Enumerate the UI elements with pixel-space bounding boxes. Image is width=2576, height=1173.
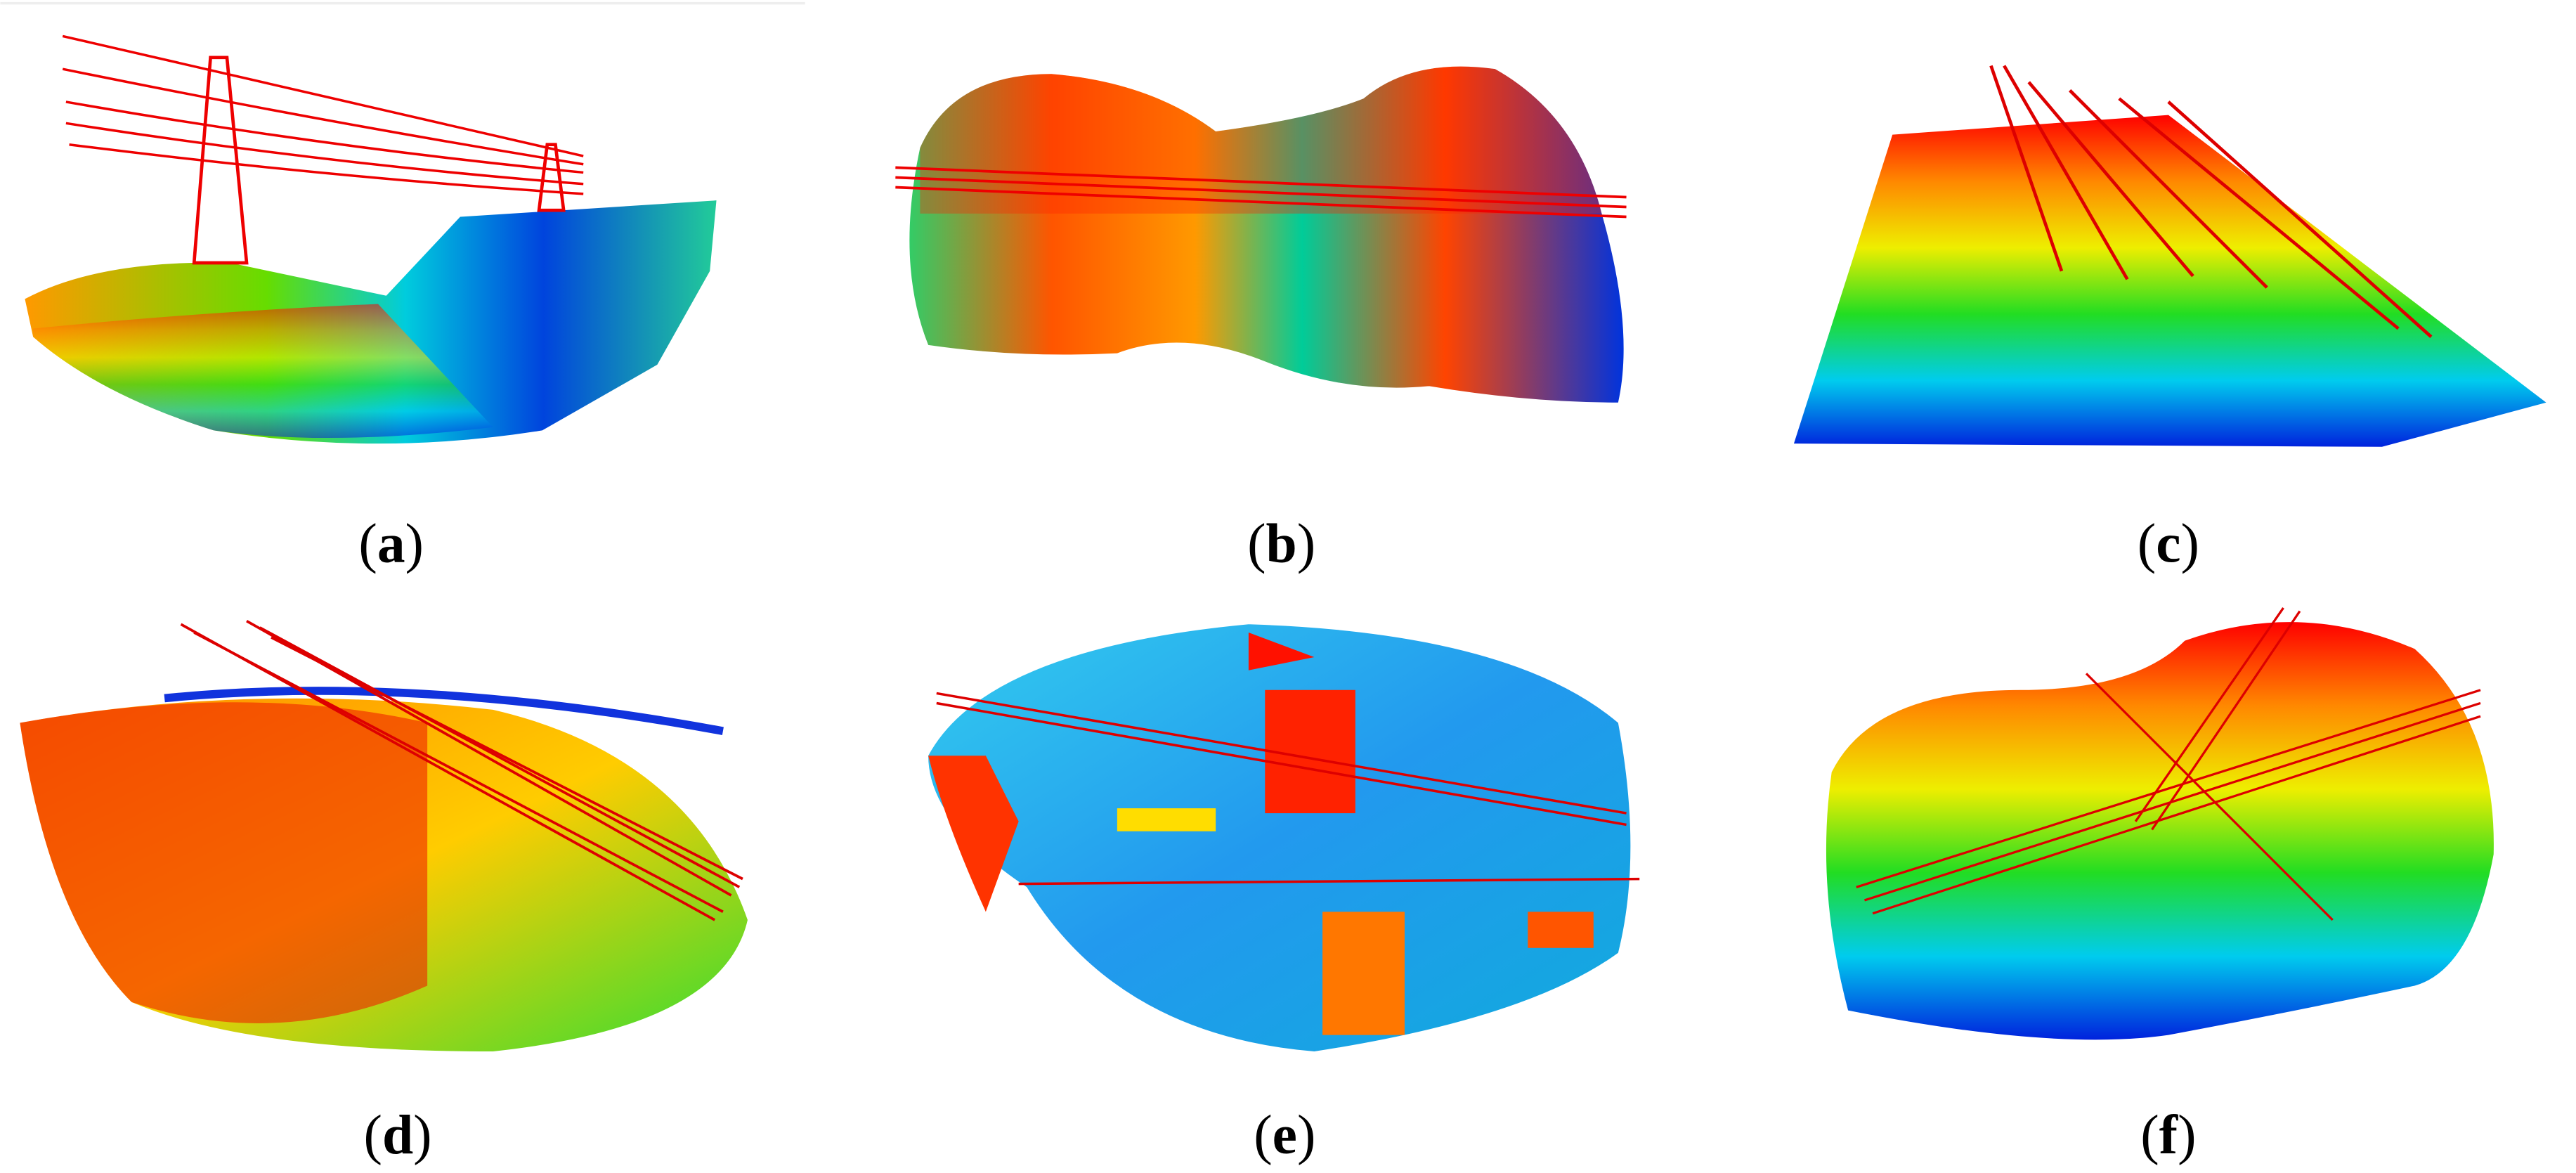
label-part: ) [2178, 1104, 2196, 1166]
label-part: ) [2181, 512, 2199, 574]
label-part: ( [1247, 512, 1266, 574]
point-cloud-shade [33, 304, 493, 439]
point-cloud [928, 624, 1631, 1052]
panel-d [20, 619, 748, 1052]
trees [20, 702, 428, 1023]
building [1322, 912, 1405, 1035]
label-part: e [1273, 1104, 1297, 1166]
panel-f [1826, 607, 2494, 1040]
panel-c [1793, 65, 2546, 447]
panel-label: (f) [2140, 1104, 2196, 1166]
panel-a [25, 34, 717, 444]
tower [537, 143, 566, 212]
panel-e [928, 624, 1640, 1052]
panel-label: (e) [1254, 1104, 1315, 1166]
power-lines [1856, 607, 2481, 921]
point-cloud-shade [920, 66, 1602, 214]
label-part: ) [1297, 1104, 1315, 1166]
building [1117, 808, 1216, 831]
building [1248, 632, 1315, 670]
building [1528, 912, 1594, 948]
blue-ridge [164, 687, 724, 735]
panel-label: (a) [358, 512, 424, 574]
label-part: a [377, 512, 405, 574]
power-lines [936, 692, 1640, 886]
label-part: ) [1297, 512, 1315, 574]
label-part: ( [2140, 1104, 2159, 1166]
power-lines [895, 166, 1627, 219]
panel-b [895, 66, 1627, 403]
power-lines [62, 34, 584, 195]
label-part: ( [358, 512, 377, 574]
panel-label: (d) [363, 1104, 431, 1166]
power-lines [180, 619, 743, 921]
label-part: ( [1254, 1104, 1272, 1166]
panel-label: (c) [2138, 512, 2199, 574]
label-part: b [1266, 512, 1297, 574]
point-cloud [1793, 115, 2546, 447]
building [1265, 689, 1355, 814]
point-cloud [909, 66, 1624, 403]
label-part: f [2159, 1104, 2179, 1166]
building [928, 756, 1019, 912]
label-part: c [2156, 512, 2180, 574]
labels: (a) (b) (c)(d) (e) (f) [358, 512, 2199, 1166]
label-part: ) [405, 512, 424, 574]
power-lines [1989, 65, 2433, 338]
label-part: ( [2138, 512, 2156, 574]
label-part: ) [413, 1104, 431, 1166]
label-part: d [382, 1104, 413, 1166]
point-cloud [1826, 622, 2494, 1040]
label-part: ( [363, 1104, 382, 1166]
panel-label: (b) [1247, 512, 1315, 574]
